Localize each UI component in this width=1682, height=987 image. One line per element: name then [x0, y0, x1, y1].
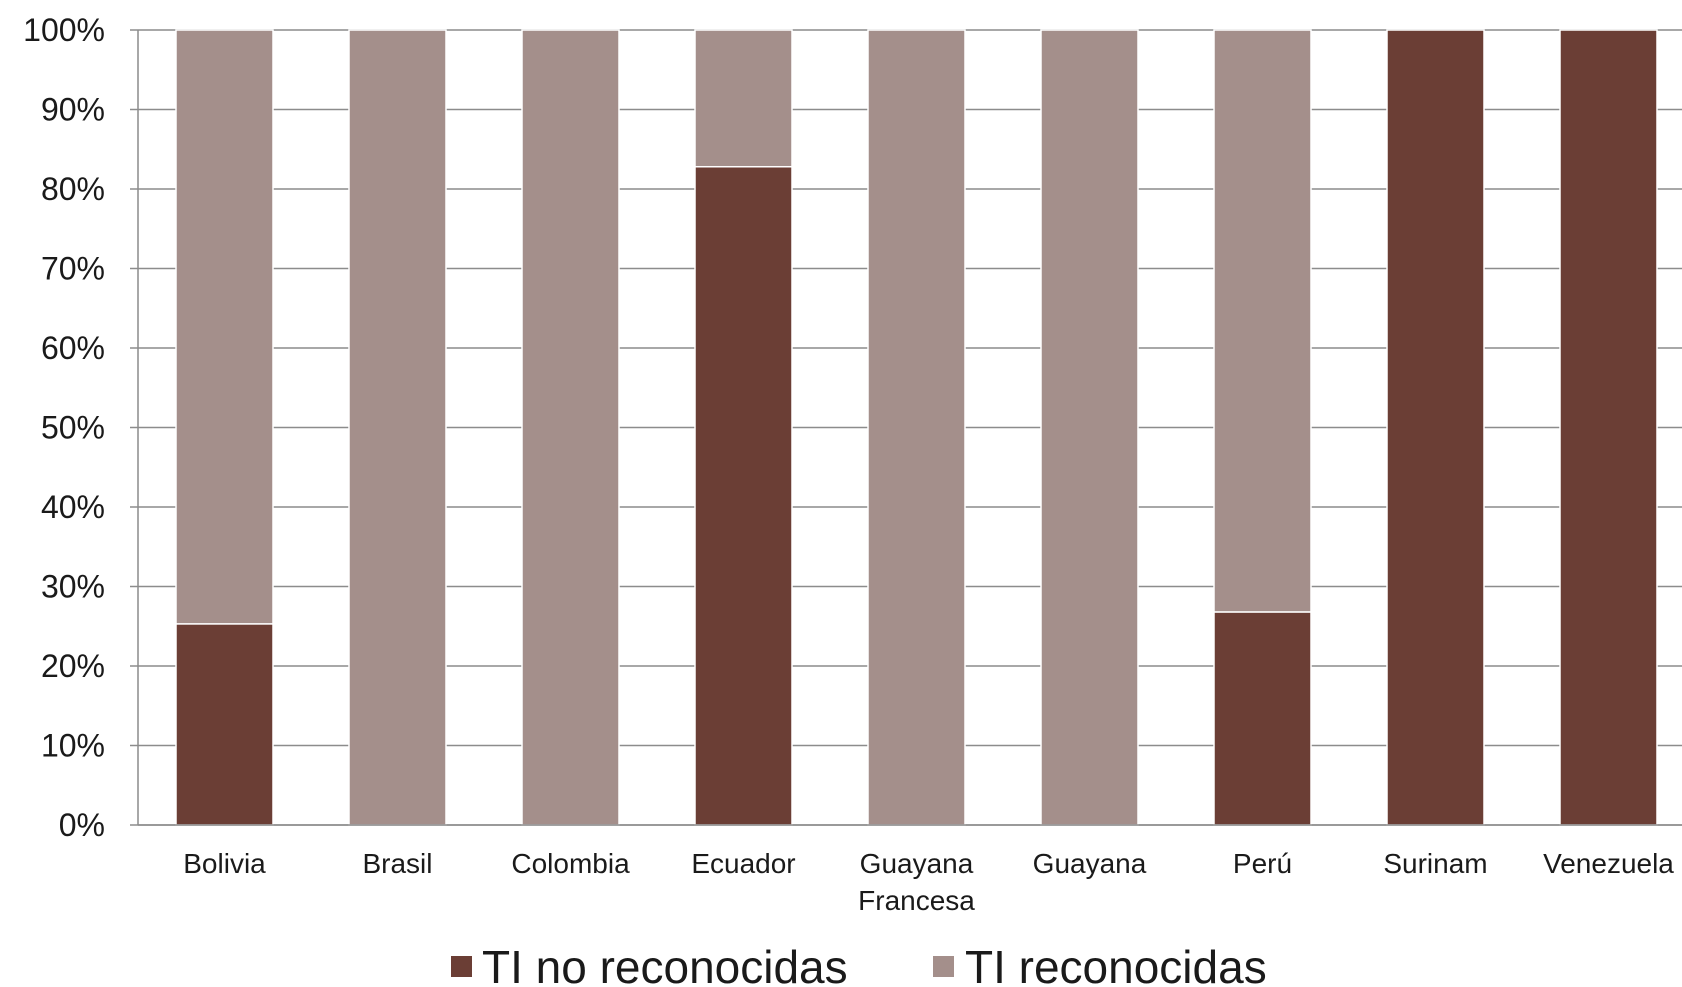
legend-swatch	[451, 956, 472, 977]
y-tick-label: 100%	[23, 12, 105, 48]
bar-segment	[867, 29, 966, 826]
bar-segment	[348, 29, 447, 826]
x-axis: Bolivia Brasil Colombia Ecuador Guayana Franc…	[138, 824, 1682, 916]
x-tick-label: Guayana	[860, 848, 974, 879]
y-tick-label: 60%	[41, 330, 105, 366]
bar-segment	[1213, 611, 1312, 826]
x-tick-label: Brasil	[362, 848, 432, 879]
y-tick-label: 40%	[41, 489, 105, 525]
y-axis: 0% 10% 20% 30% 40% 50% 60% 70% 80% 90% 100%	[23, 12, 139, 843]
x-tick-label: Venezuela	[1543, 848, 1674, 879]
legend-swatch	[933, 956, 954, 977]
y-tick-label: 70%	[41, 251, 105, 287]
x-tick-label: Surinam	[1383, 848, 1487, 879]
bars	[175, 29, 1658, 826]
bar-segment	[521, 29, 620, 826]
x-tick-label: Guayana	[1033, 848, 1147, 879]
bar-segment	[694, 165, 793, 826]
x-tick-label: Colombia	[511, 848, 630, 879]
legend-label: TI no reconocidas	[482, 941, 848, 987]
x-tick-label: Bolivia	[183, 848, 266, 879]
legend: TI no reconocidas TI reconocidas	[451, 941, 1267, 987]
y-tick-label: 50%	[41, 410, 105, 446]
x-tick-label: Perú	[1233, 848, 1292, 879]
bar-segment	[175, 623, 274, 826]
x-tick-label: Ecuador	[691, 848, 795, 879]
bar-segment	[694, 29, 793, 168]
bar-segment	[1213, 29, 1312, 613]
bar-segment	[1386, 29, 1485, 826]
y-tick-label: 0%	[59, 807, 105, 843]
bar-segment	[175, 29, 274, 625]
y-tick-label: 90%	[41, 92, 105, 128]
y-tick-label: 10%	[41, 728, 105, 764]
y-tick-label: 80%	[41, 171, 105, 207]
bar-segment	[1040, 29, 1139, 826]
legend-label: TI reconocidas	[965, 941, 1267, 987]
x-tick-label: Francesa	[858, 885, 975, 916]
y-tick-label: 20%	[41, 648, 105, 684]
bar-segment	[1559, 29, 1658, 826]
y-tick-label: 30%	[41, 569, 105, 605]
